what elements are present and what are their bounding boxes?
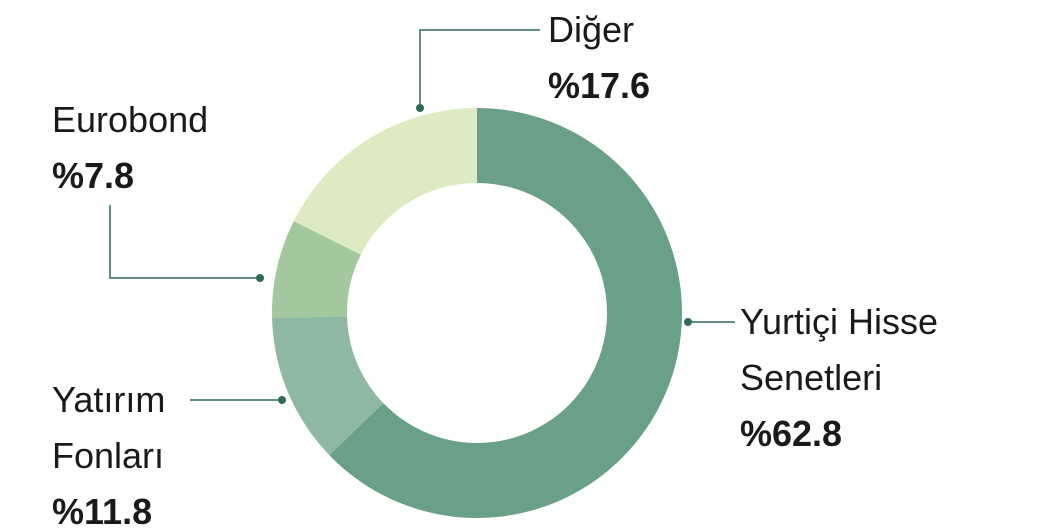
value-label: %62.8 — [740, 413, 843, 454]
value-label: %7.8 — [52, 155, 135, 196]
connectors — [109, 29, 735, 401]
slice-label: Diğer %17.6 — [548, 2, 848, 114]
category-name: Yurtiçi Hisse Senetleri — [740, 301, 939, 398]
dot — [684, 318, 692, 326]
value-label: %17.6 — [548, 65, 651, 106]
dot — [416, 104, 424, 112]
dot — [278, 396, 286, 404]
connector — [109, 205, 260, 279]
category-name: Diğer — [548, 9, 635, 50]
slice-label: Eurobond %7.8 — [52, 92, 352, 204]
slice-label: Yurtiçi Hisse Senetleri %62.8 — [740, 294, 1000, 462]
connector — [419, 29, 540, 108]
value-label: %11.8 — [52, 491, 153, 528]
slice — [329, 108, 683, 518]
category-name: Eurobond — [52, 99, 209, 140]
dot — [256, 274, 264, 282]
connector-dots — [256, 104, 692, 404]
slice-label: Yatırım Fonları %11.8 — [52, 372, 202, 528]
category-name: Yatırım Fonları — [52, 379, 166, 476]
slice — [271, 221, 361, 319]
slice — [272, 316, 384, 456]
slice — [293, 107, 477, 255]
